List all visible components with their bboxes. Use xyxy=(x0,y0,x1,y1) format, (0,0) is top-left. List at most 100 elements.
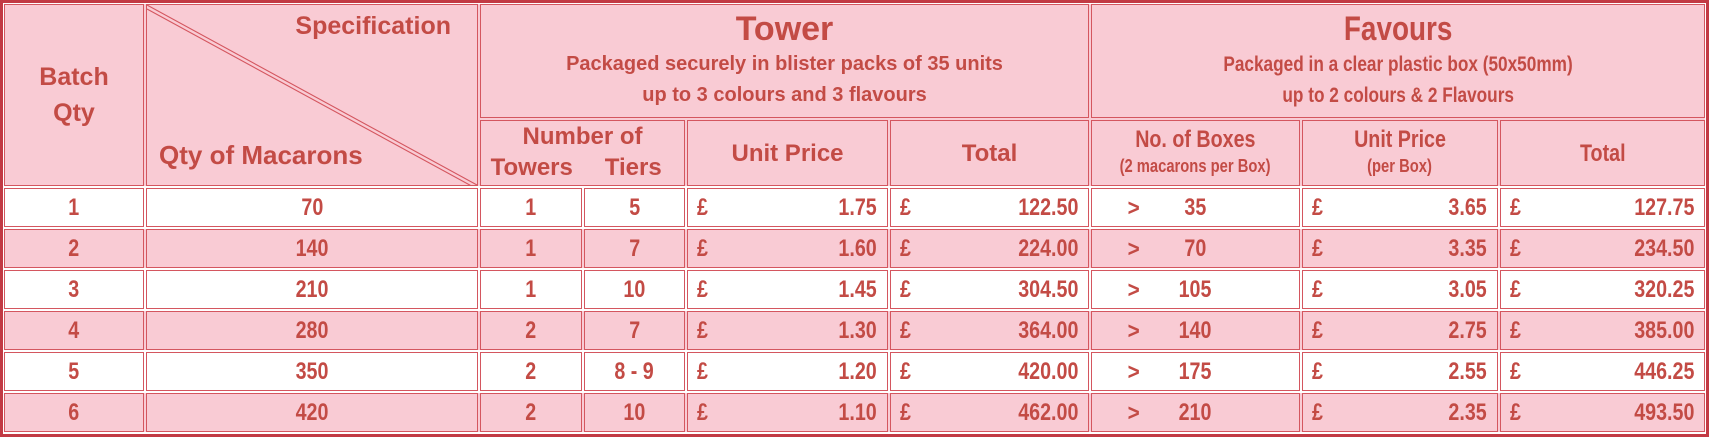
favours-total-cell[interactable]: £ 493.50 xyxy=(1500,393,1705,432)
towers-cell[interactable]: 1 xyxy=(480,270,582,309)
tiers-cell[interactable]: 7 xyxy=(584,311,685,350)
boxes-cell[interactable]: > 175 xyxy=(1091,352,1300,391)
tiers-cell[interactable]: 7 xyxy=(584,229,685,268)
batch-cell[interactable]: 6 xyxy=(4,393,144,432)
tower-unit-price-cell[interactable]: £ 1.60 xyxy=(687,229,888,268)
tower-total-label: Total xyxy=(961,139,1018,167)
towers-cell[interactable]: 1 xyxy=(480,188,582,227)
batch-cell[interactable]: 1 xyxy=(4,188,144,227)
qty-macarons-cell[interactable]: 70 xyxy=(146,188,478,227)
favours-unit-price-cell[interactable]: £ 3.05 xyxy=(1302,270,1498,309)
header-tower-unit-price[interactable]: Unit Price xyxy=(687,120,888,186)
favours-total-cell[interactable]: £ 234.50 xyxy=(1500,229,1705,268)
tower-unit-price-cell[interactable]: £ 1.45 xyxy=(687,270,888,309)
towers-cell[interactable]: 2 xyxy=(480,352,582,391)
tiers-cell[interactable]: 8 - 9 xyxy=(584,352,685,391)
tiers-cell[interactable]: 10 xyxy=(584,270,685,309)
tower-total-cell[interactable]: £ 364.00 xyxy=(890,311,1089,350)
greater-than-symbol: > xyxy=(1127,235,1140,261)
currency-symbol: £ xyxy=(697,193,708,221)
favours-unit-price-cell[interactable]: £ 3.65 xyxy=(1302,188,1498,227)
greater-than-symbol: > xyxy=(1127,276,1140,302)
boxes-cell[interactable]: > 70 xyxy=(1091,229,1300,268)
batch-cell[interactable]: 5 xyxy=(4,352,144,391)
favours-total-cell[interactable]: £ 127.75 xyxy=(1500,188,1705,227)
tower-total-cell[interactable]: £ 224.00 xyxy=(890,229,1089,268)
favours-total-cell[interactable]: £ 385.00 xyxy=(1500,311,1705,350)
currency-symbol: £ xyxy=(1312,275,1323,303)
header-specification[interactable]: Specification Qty of Macarons xyxy=(146,4,478,186)
table-row: 6 420 2 10 £ 1.10 £ 462.00 > 210 £ 2.35 … xyxy=(4,393,1705,432)
boxes-cell[interactable]: > 140 xyxy=(1091,311,1300,350)
favours-unit-price-cell[interactable]: £ 2.75 xyxy=(1302,311,1498,350)
currency-symbol: £ xyxy=(697,275,708,303)
header-favours-unit-price[interactable]: Unit Price (per Box) xyxy=(1302,120,1498,186)
header-tower-total[interactable]: Total xyxy=(890,120,1089,186)
qty-macarons-cell[interactable]: 280 xyxy=(146,311,478,350)
table-header: Batch Qty Specification Qty of Macarons … xyxy=(4,4,1705,186)
favours-total-label: Total xyxy=(1579,139,1626,167)
batch-cell[interactable]: 3 xyxy=(4,270,144,309)
tower-total-cell[interactable]: £ 462.00 xyxy=(890,393,1089,432)
qty-macarons-cell[interactable]: 420 xyxy=(146,393,478,432)
towers-cell[interactable]: 2 xyxy=(480,393,582,432)
currency-symbol: £ xyxy=(1510,357,1521,385)
qty-macarons-cell[interactable]: 140 xyxy=(146,229,478,268)
tower-unit-price-cell[interactable]: £ 1.30 xyxy=(687,311,888,350)
tower-total-cell[interactable]: £ 304.50 xyxy=(890,270,1089,309)
header-number-of-towers-tiers[interactable]: Number of Towers Tiers xyxy=(480,120,685,186)
boxes-cell[interactable]: > 105 xyxy=(1091,270,1300,309)
header-tower-section[interactable]: Tower Packaged securely in blister packs… xyxy=(480,4,1089,118)
boxes-cell[interactable]: > 210 xyxy=(1091,393,1300,432)
table-body: 1 70 1 5 £ 1.75 £ 122.50 > 35 £ 3.65 £ xyxy=(4,188,1705,432)
currency-symbol: £ xyxy=(1312,316,1323,344)
tower-total-cell[interactable]: £ 420.00 xyxy=(890,352,1089,391)
greater-than-symbol: > xyxy=(1127,399,1140,425)
favours-unit-price-note: (per Box) xyxy=(1367,156,1433,176)
currency-symbol: £ xyxy=(697,234,708,262)
header-favours-section[interactable]: Favours Packaged in a clear plastic box … xyxy=(1091,4,1705,118)
tower-unit-price-cell[interactable]: £ 1.10 xyxy=(687,393,888,432)
batch-cell[interactable]: 4 xyxy=(4,311,144,350)
tower-unit-price-cell[interactable]: £ 1.75 xyxy=(687,188,888,227)
towers-cell[interactable]: 1 xyxy=(480,229,582,268)
tower-unit-price-label: Unit Price xyxy=(731,139,844,167)
greater-than-symbol: > xyxy=(1127,358,1140,384)
favours-unit-price-cell[interactable]: £ 2.55 xyxy=(1302,352,1498,391)
boxes-cell[interactable]: > 35 xyxy=(1091,188,1300,227)
tower-unit-price-cell[interactable]: £ 1.20 xyxy=(687,352,888,391)
towers-cell[interactable]: 2 xyxy=(480,311,582,350)
qty-macarons-cell[interactable]: 210 xyxy=(146,270,478,309)
favours-total-cell[interactable]: £ 446.25 xyxy=(1500,352,1705,391)
currency-symbol: £ xyxy=(900,398,911,426)
tower-desc-2: up to 3 colours and 3 flavours xyxy=(642,84,927,106)
currency-symbol: £ xyxy=(1510,193,1521,221)
currency-symbol: £ xyxy=(900,234,911,262)
currency-symbol: £ xyxy=(697,357,708,385)
boxes-note: (2 macarons per Box) xyxy=(1120,156,1271,176)
tiers-cell[interactable]: 5 xyxy=(584,188,685,227)
header-favours-boxes[interactable]: No. of Boxes (2 macarons per Box) xyxy=(1091,120,1300,186)
table-row: 5 350 2 8 - 9 £ 1.20 £ 420.00 > 175 £ 2.… xyxy=(4,352,1705,391)
currency-symbol: £ xyxy=(1312,357,1323,385)
number-of-label: Number of xyxy=(522,122,643,150)
tiers-cell[interactable]: 10 xyxy=(584,393,685,432)
header-favours-total[interactable]: Total xyxy=(1500,120,1705,186)
batch-label-line1: Batch xyxy=(39,63,109,91)
favours-unit-price-cell[interactable]: £ 3.35 xyxy=(1302,229,1498,268)
table-row: 1 70 1 5 £ 1.75 £ 122.50 > 35 £ 3.65 £ xyxy=(4,188,1705,227)
favours-desc-2: up to 2 colours & 2 Flavours xyxy=(1282,84,1514,107)
qty-macarons-cell[interactable]: 350 xyxy=(146,352,478,391)
favours-desc-1: Packaged in a clear plastic box (50x50mm… xyxy=(1223,53,1573,76)
specification-label: Specification xyxy=(295,12,451,40)
tower-total-cell[interactable]: £ 122.50 xyxy=(890,188,1089,227)
currency-symbol: £ xyxy=(1510,398,1521,426)
favours-unit-price-cell[interactable]: £ 2.35 xyxy=(1302,393,1498,432)
currency-symbol: £ xyxy=(900,357,911,385)
batch-cell[interactable]: 2 xyxy=(4,229,144,268)
greater-than-symbol: > xyxy=(1127,317,1140,343)
favours-total-cell[interactable]: £ 320.25 xyxy=(1500,270,1705,309)
favours-title: Favours xyxy=(1343,10,1453,48)
header-batch-qty[interactable]: Batch Qty xyxy=(4,4,144,186)
